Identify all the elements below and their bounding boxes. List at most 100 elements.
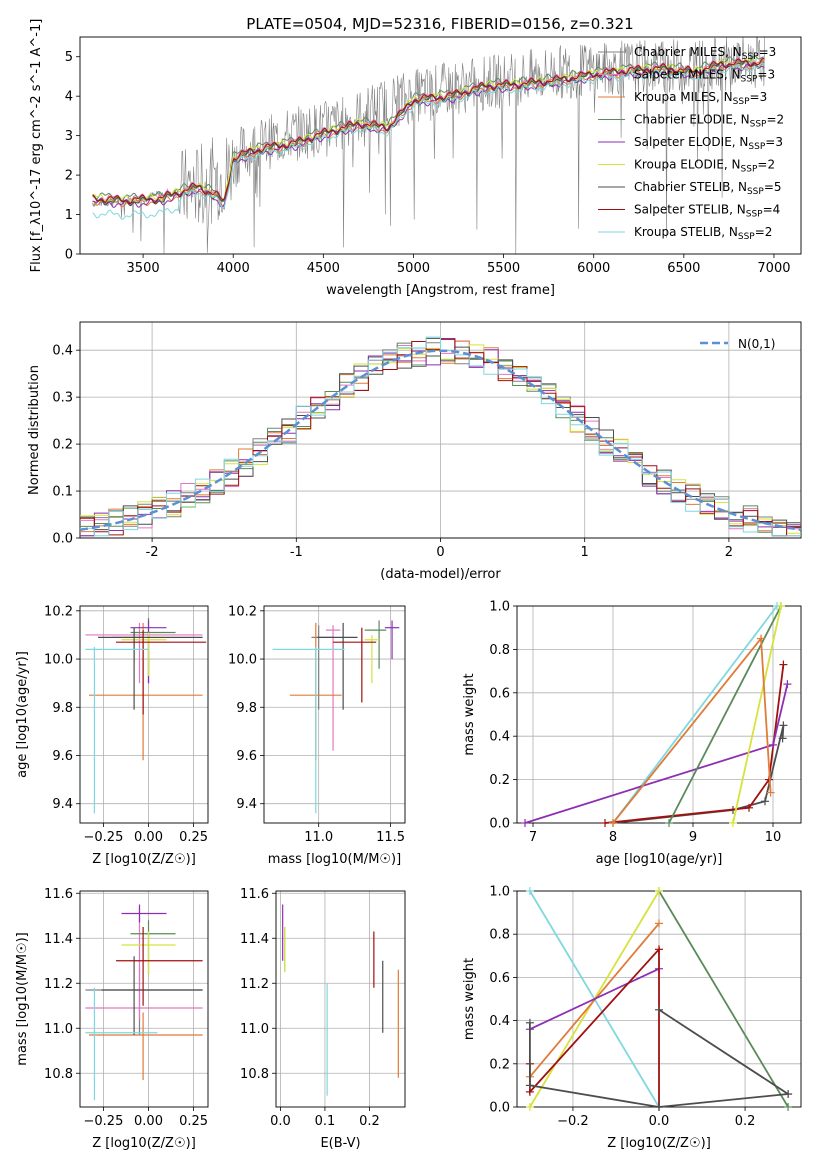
y-tick-label: 3 [65,129,73,144]
x-tick-label: 0.2 [735,1114,756,1129]
series-line [658,890,789,1108]
axes-frame [275,890,406,1108]
legend-label: Salpeter STELIB, NSSP=4 [634,203,780,220]
x-tick-label: 0 [436,545,444,560]
spectrum-plot: 3500 4000 4500 5000 5500 6000 6500 7000 0 1 2 3 4 5 wa… [29,19,802,298]
x-axis-label: Z [log10(Z/Z☉)] [607,1136,711,1151]
y-tick-label: 11.0 [240,1022,269,1037]
x-tick-label: 4000 [217,261,250,276]
legend-label: Salpeter MILES, NSSP=3 [634,68,775,85]
x-tick-label: 5000 [397,261,430,276]
y-tick-label: 10.2 [44,604,73,619]
y-tick-label: 0.0 [489,1101,510,1116]
y-tick-label: 9.6 [52,749,73,764]
x-tick-label: 8 [609,830,617,845]
y-axis-label: Normed distribution [27,365,42,495]
metallicity-age-plot: −0.25 0.00 0.25 9.4 9.6 9.8 10.0 10.2 Z [log10(Z… [15,604,209,867]
y-tick-label: 9.6 [236,749,257,764]
x-tick-label: −0.25 [84,1114,124,1129]
x-axis-label: wavelength [Angstrom, rest frame] [326,283,555,298]
x-tick-label: -1 [290,545,303,560]
legend-label: Kroupa MILES, NSSP=3 [634,90,767,107]
legend-label: Chabrier MILES, NSSP=3 [634,45,776,62]
legend-label: Salpeter ELODIE, NSSP=3 [634,135,783,152]
series-line [612,725,785,824]
x-tick-label: −0.2 [557,1114,589,1129]
y-tick-label: 0.3 [52,391,73,406]
y-tick-label: 0.2 [489,773,510,788]
legend-label: Kroupa STELIB, NSSP=2 [634,225,772,242]
legend-label: N(0,1) [738,337,775,351]
series-line [604,664,785,824]
y-axis-label: mass [log10(M/M☉)] [15,932,30,1065]
y-tick-label: 11.4 [44,932,73,947]
series-line [732,605,782,824]
y-tick-label: 0.0 [489,817,510,832]
x-axis-label: (data-model)/error [380,567,501,582]
y-tick-label: 10.8 [44,1067,73,1082]
y-tick-label: 0.2 [489,1057,510,1072]
y-tick-label: 0.4 [489,730,510,745]
y-tick-label: 2 [65,169,73,184]
series-line [668,605,782,824]
axes-frame [79,36,802,255]
axes-frame [79,890,209,1108]
legend-label: Chabrier STELIB, NSSP=5 [634,180,782,197]
age-massweight-plot: 7 8 9 10 0.0 0.2 0.4 0.6 0.8 1.0 age [log10(age/yr… [462,600,802,867]
y-axis-label: mass weight [462,673,477,755]
y-tick-label: 5 [65,50,73,65]
y-tick-label: 11.4 [240,932,269,947]
series-line [612,636,772,824]
x-tick-label: 4500 [307,261,340,276]
spectrum-traces [92,37,765,254]
model-spectrum-line [92,62,765,220]
series-line [529,967,660,1031]
legend-label: Kroupa ELODIE, NSSP=2 [634,158,775,175]
x-tick-label: 0.00 [134,830,163,845]
y-tick-label: 10.8 [240,1067,269,1082]
x-tick-label: 0.2 [359,1114,380,1129]
x-tick-label: 0.25 [179,1114,208,1129]
y-tick-label: 9.8 [236,701,257,716]
y-tick-label: 0.0 [52,532,73,547]
residuals-histogram: -2 -1 0 1 2 0.0 0.1 0.2 0.3 0.4 (data-model)/error… [27,321,802,582]
x-tick-label: -2 [146,545,159,560]
y-tick-label: 10.0 [44,653,73,668]
y-tick-label: 1 [65,208,73,223]
x-tick-label: 0.0 [270,1114,291,1129]
y-tick-label: 1.0 [489,600,510,615]
y-tick-label: 1.0 [489,885,510,900]
y-axis-label: Flux [f_λ10^-17 erg cm^-2 s^-1 A^-1] [29,19,44,273]
x-axis-label: mass [log10(M/M☉)] [268,852,401,867]
x-tick-label: 1 [581,545,589,560]
series-line [658,1009,789,1095]
x-tick-label: 0.1 [315,1114,336,1129]
y-tick-label: 0.6 [489,971,510,986]
x-tick-label: 5500 [487,261,520,276]
x-axis-label: age [log10(age/yr)] [596,852,723,867]
histogram-step [80,336,801,537]
metallicity-massweight-plot: −0.2 0.0 0.2 0.0 0.2 0.4 0.6 0.8 1.0 Z [log10(Z/Z… [462,885,802,1151]
x-tick-label: 10 [765,830,782,845]
gaussian-curve [79,349,802,532]
x-axis-label: Z [log10(Z/Z☉)] [92,1136,196,1151]
y-tick-label: 0.8 [489,928,510,943]
x-tick-label: 6500 [667,261,700,276]
y-tick-label: 0.4 [489,1014,510,1029]
y-tick-label: 0.1 [52,485,73,500]
axes-frame [263,605,406,824]
y-tick-label: 10.2 [228,604,257,619]
y-tick-label: 9.8 [52,701,73,716]
axes-frame [79,321,802,539]
y-tick-label: 10.0 [228,653,257,668]
y-tick-label: 9.4 [52,797,73,812]
y-tick-label: 11.6 [240,887,269,902]
mass-age-plot: 11.0 11.5 9.4 9.6 9.8 10.0 10.2 mass [log10(M/M… [228,604,406,867]
x-tick-label: 0.25 [179,830,208,845]
y-tick-label: 0.4 [52,344,73,359]
series-line [612,605,778,824]
x-tick-label: 7 [529,830,537,845]
y-tick-label: 4 [65,90,73,105]
figure-title: PLATE=0504, MJD=52316, FIBERID=0156, z=0… [246,15,633,33]
